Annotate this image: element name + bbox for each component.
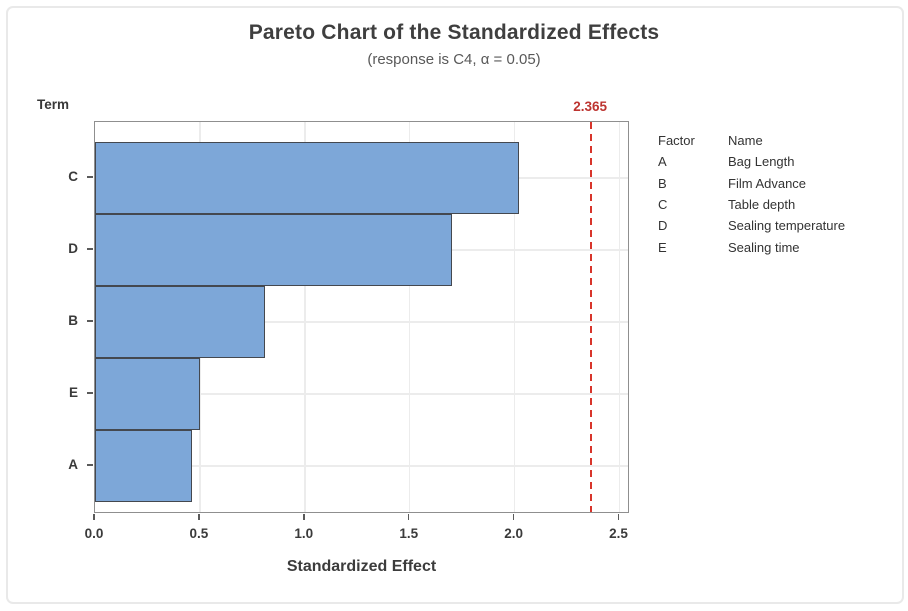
x-tick-label: 1.0: [294, 526, 314, 541]
x-tick-mark: [93, 514, 95, 520]
legend-factor-letter: D: [658, 218, 668, 234]
x-tick-label: 0.0: [84, 526, 104, 541]
category-label-A: A: [68, 457, 78, 473]
legend-factor-letter: C: [658, 197, 668, 213]
legend-row-B: B Film Advance: [658, 173, 845, 194]
legend-factor-name: Sealing time: [728, 239, 800, 255]
gridline-vertical: [408, 122, 411, 512]
bar-D: [95, 214, 452, 286]
factor-legend: Factor Name A Bag Length B Film Advance C Table…: [658, 130, 845, 258]
gridline-horizontal: [95, 393, 628, 395]
bar-E: [95, 358, 200, 430]
plot-area: [94, 121, 629, 513]
legend-factor-name: Film Advance: [728, 175, 807, 191]
chart-title: Pareto Chart of the Standardized Effects: [248, 21, 660, 44]
y-tick-mark: [87, 320, 93, 322]
legend-factor-letter: E: [658, 239, 667, 255]
x-axis-title: Standardized Effect: [286, 558, 437, 575]
y-tick-mark: [87, 464, 93, 466]
gridline-horizontal: [95, 465, 628, 467]
legend-row-D: D Sealing temperature: [658, 215, 845, 236]
legend-factor-name: Sealing temperature: [728, 218, 846, 234]
x-tick-mark: [407, 514, 410, 520]
reference-line: [590, 122, 593, 512]
reference-line-label: 2.365: [573, 99, 608, 114]
legend-factor-letter: B: [658, 175, 667, 191]
y-axis-title: Term: [37, 97, 70, 112]
x-tick-label: 2.5: [609, 526, 628, 541]
gridline-horizontal: [95, 321, 628, 323]
gridline-vertical: [304, 122, 306, 512]
y-tick-mark: [87, 176, 93, 178]
x-tick-mark: [198, 514, 200, 520]
bar-C: [95, 142, 519, 214]
x-tick-label: 0.5: [189, 526, 209, 541]
category-label-E: E: [68, 385, 78, 401]
legend-row-C: C Table depth: [658, 194, 845, 215]
legend-factor-name: Table depth: [728, 197, 796, 213]
gridline-vertical: [513, 122, 516, 512]
y-tick-mark: [87, 392, 93, 394]
x-tick-label: 1.5: [399, 526, 419, 541]
category-label-D: D: [68, 241, 78, 257]
legend-header-factor: Factor: [658, 133, 695, 149]
chart-subtitle: (response is C4, α = 0.05): [367, 51, 541, 68]
x-tick-mark: [617, 514, 620, 520]
bar-B: [95, 286, 265, 358]
legend-factor-name: Bag Length: [728, 154, 795, 170]
legend-factor-letter: A: [658, 154, 667, 170]
y-tick-mark: [87, 248, 93, 250]
gridline-vertical: [618, 122, 621, 512]
legend-header-row: Factor Name: [658, 130, 845, 151]
legend-row-E: E Sealing time: [658, 236, 845, 257]
legend-row-A: A Bag Length: [658, 151, 845, 172]
legend-header-name: Name: [728, 133, 763, 149]
bar-A: [95, 430, 192, 502]
x-tick-mark: [512, 514, 515, 520]
category-label-B: B: [68, 313, 78, 329]
category-label-C: C: [68, 169, 78, 185]
x-tick-mark: [303, 514, 305, 520]
x-tick-label: 2.0: [504, 526, 523, 541]
